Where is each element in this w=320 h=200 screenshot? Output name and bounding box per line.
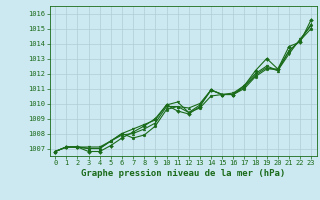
X-axis label: Graphe pression niveau de la mer (hPa): Graphe pression niveau de la mer (hPa) [81,169,285,178]
